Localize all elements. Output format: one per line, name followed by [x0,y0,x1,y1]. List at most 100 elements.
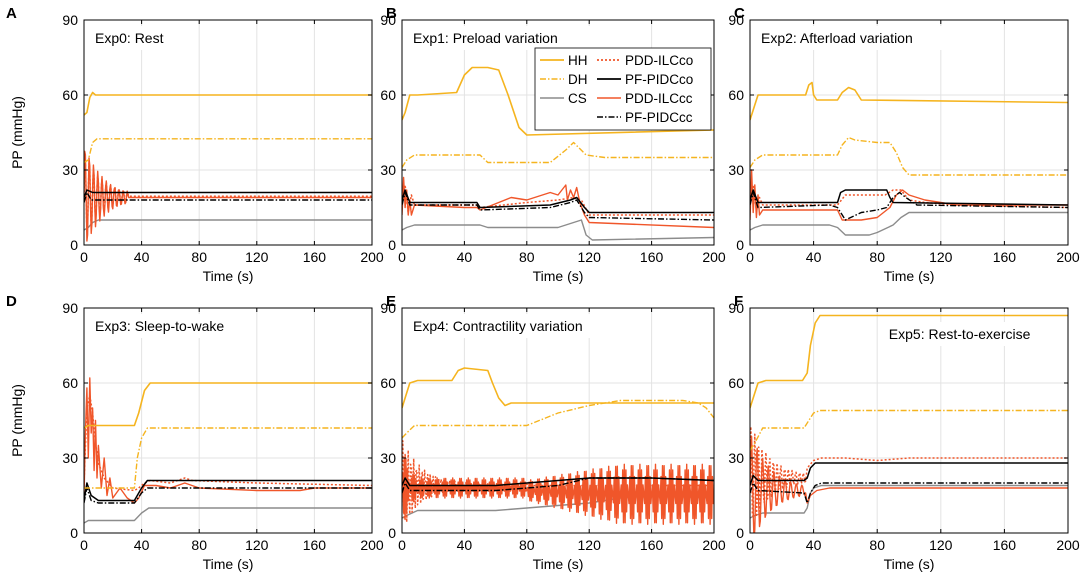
series-line-hh [402,367,714,409]
panel-letter: E [386,293,396,310]
axes-box [749,19,1069,246]
series-line-pdd-ilcco [402,440,714,523]
x-tick-label: 40 [457,537,473,553]
panel-f: F 0 40 80 120 160 200 0 30 60 90 Time (s) Exp5: Rest… [728,293,1079,572]
series-line-pf-pidcco [402,189,714,214]
y-tick-label: 30 [62,162,78,178]
x-tick-label: 0 [80,249,88,265]
series-line-pdd-ilcco [750,425,1068,518]
y-tick-label: 30 [728,162,744,178]
panel-title: Exp1: Preload variation [413,30,558,46]
y-tick-label: 0 [70,237,78,253]
series-line-cs [84,507,372,524]
x-axis-label: Time (s) [203,556,254,572]
x-tick-label: 40 [134,249,150,265]
x-tick-label: 0 [398,537,406,553]
x-tick-label: 40 [806,537,822,553]
panel-e: E 0 40 80 120 160 200 0 30 60 90 Time (s) Exp4: Cont… [380,293,725,572]
panel-title-bg [89,26,177,50]
y-tick-label: 90 [380,12,396,28]
panel-title: Exp2: Afterload variation [761,30,913,46]
x-tick-label: 80 [869,537,885,553]
x-tick-label: 40 [134,537,150,553]
x-tick-label: 40 [806,249,822,265]
axes-box [83,19,373,246]
x-tick-label: 80 [519,249,535,265]
panel-title: Exp5: Rest-to-exercise [889,326,1031,342]
y-tick-label: 30 [728,450,744,466]
panel-title-bg [407,26,594,50]
series-group [750,314,1068,533]
panel-b: B 0 40 80 120 160 200 0 30 60 90 Time (s) Exp1: Prel… [380,5,725,284]
series-line-cs [750,211,1068,236]
x-tick-label: 200 [702,249,726,265]
x-tick-label: 160 [993,537,1017,553]
x-tick-label: 120 [245,249,269,265]
series-line-hh [750,81,1068,121]
y-tick-label: 90 [728,12,744,28]
panel-letter: B [386,5,397,22]
y-tick-label: 0 [736,237,744,253]
axes-box [401,307,715,534]
series-line-pf-pidccc [84,487,372,504]
y-tick-label: 0 [388,525,396,541]
y-tick-label: 60 [728,375,744,391]
y-tick-label: 0 [388,237,396,253]
y-tick-label: 90 [380,300,396,316]
x-tick-label: 200 [360,249,384,265]
panel-title-bg [89,314,246,338]
series-line-cs [750,484,1068,519]
y-tick-label: 60 [728,87,744,103]
panel-letter: F [734,293,743,310]
legend-label: PF-PIDCcc [625,110,693,125]
legend-label: CS [568,91,587,106]
series-line-pf-pidcco [750,462,1068,486]
y-tick-label: 90 [728,300,744,316]
series-line-pf-pidcco [84,189,372,198]
x-tick-label: 160 [303,249,327,265]
panel-title: Exp0: Rest [95,30,164,46]
series-group [84,91,372,242]
y-axis-label: PP (mmHg) [9,384,25,457]
y-tick-label: 60 [380,87,396,103]
x-tick-label: 200 [1056,249,1080,265]
series-line-pdd-ilcco [402,184,714,216]
series-line-dh [402,399,714,439]
series-line-pf-pidcco [84,479,372,502]
y-tick-label: 60 [62,87,78,103]
x-tick-label: 0 [746,537,754,553]
legend-box [534,47,712,131]
x-tick-label: 200 [1056,537,1080,553]
series-line-pdd-ilccc [750,435,1068,533]
x-tick-label: 160 [303,537,327,553]
series-line-pdd-ilccc [84,377,372,504]
x-tick-label: 40 [457,249,473,265]
y-tick-label: 90 [62,12,78,28]
series-group [402,66,714,241]
x-axis-label: Time (s) [884,268,935,284]
series-line-pf-pidccc [84,191,372,203]
x-tick-label: 80 [519,537,535,553]
x-tick-label: 160 [640,249,664,265]
panel-c: C 0 40 80 120 160 200 0 30 60 90 Time (s) Exp2: Afte… [728,5,1079,284]
series-line-cs [84,219,372,231]
series-line-pf-pidccc [750,482,1068,504]
legend-label: DH [568,72,588,87]
series-line-pf-pidcco [402,477,714,487]
panel-title-bg [407,314,640,338]
panel-letter: C [734,5,745,22]
series-line-pf-pidccc [402,191,714,221]
y-tick-label: 0 [736,525,744,541]
panel-title-bg [755,26,957,50]
series-line-hh [84,91,372,116]
series-line-dh [84,427,372,489]
x-tick-label: 200 [702,537,726,553]
x-tick-label: 120 [929,249,953,265]
axes-box [401,19,715,246]
series-group [84,377,372,524]
series-line-pf-pidccc [402,477,714,494]
x-tick-label: 120 [578,249,602,265]
panel-letter: D [6,293,17,310]
series-line-hh [402,66,714,136]
